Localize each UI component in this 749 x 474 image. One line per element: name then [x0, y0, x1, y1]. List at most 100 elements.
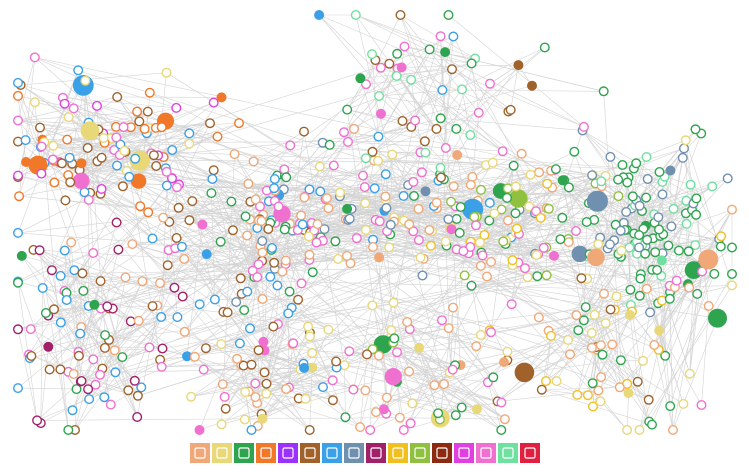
- node[interactable]: [242, 286, 253, 297]
- node[interactable]: [431, 123, 442, 134]
- node[interactable]: [572, 389, 583, 400]
- node[interactable]: [402, 317, 413, 328]
- node[interactable]: [40, 308, 51, 319]
- node[interactable]: [546, 330, 557, 341]
- node[interactable]: [112, 91, 123, 102]
- node[interactable]: [542, 178, 553, 189]
- node[interactable]: [12, 383, 24, 394]
- node[interactable]: [384, 242, 395, 253]
- node[interactable]: [319, 224, 330, 235]
- node[interactable]: [520, 263, 531, 274]
- node[interactable]: [634, 200, 645, 211]
- node[interactable]: [344, 346, 355, 357]
- node[interactable]: [100, 330, 111, 341]
- node[interactable]: [209, 294, 220, 305]
- node[interactable]: [12, 90, 24, 101]
- node[interactable]: [296, 210, 307, 221]
- node[interactable]: [656, 255, 667, 266]
- node[interactable]: [657, 189, 668, 200]
- node[interactable]: [129, 375, 140, 386]
- node[interactable]: [538, 242, 549, 253]
- node[interactable]: [605, 151, 616, 162]
- node[interactable]: [506, 299, 517, 310]
- node[interactable]: [37, 283, 48, 294]
- node[interactable]: [179, 326, 190, 337]
- node[interactable]: [142, 106, 153, 117]
- legend-item[interactable]: [454, 443, 474, 463]
- node[interactable]: [622, 425, 633, 436]
- node[interactable]: [604, 239, 615, 250]
- node[interactable]: [344, 213, 355, 224]
- node[interactable]: [571, 225, 582, 236]
- node[interactable]: [596, 372, 607, 383]
- node[interactable]: [595, 340, 606, 351]
- node[interactable]: [240, 211, 251, 222]
- node[interactable]: [194, 425, 205, 436]
- node[interactable]: [685, 179, 696, 190]
- node[interactable]: [380, 191, 391, 202]
- node[interactable]: [253, 259, 264, 270]
- node[interactable]: [59, 245, 70, 256]
- node[interactable]: [496, 397, 507, 408]
- node[interactable]: [376, 108, 387, 119]
- node[interactable]: [508, 160, 519, 171]
- node[interactable]: [261, 388, 272, 399]
- node[interactable]: [73, 172, 90, 190]
- node[interactable]: [83, 194, 94, 205]
- node[interactable]: [582, 390, 593, 401]
- node[interactable]: [691, 209, 702, 220]
- node[interactable]: [360, 385, 371, 396]
- node[interactable]: [679, 143, 690, 154]
- node[interactable]: [231, 297, 242, 308]
- node[interactable]: [232, 353, 243, 364]
- legend-swatch[interactable]: [432, 443, 452, 463]
- node[interactable]: [71, 384, 82, 395]
- node[interactable]: [615, 355, 626, 366]
- node[interactable]: [259, 367, 270, 378]
- node[interactable]: [351, 233, 362, 244]
- node[interactable]: [48, 140, 59, 151]
- node[interactable]: [300, 393, 311, 404]
- node[interactable]: [479, 229, 490, 240]
- node[interactable]: [654, 224, 665, 235]
- node[interactable]: [333, 253, 344, 264]
- node[interactable]: [135, 201, 146, 212]
- node[interactable]: [243, 178, 254, 189]
- node[interactable]: [80, 75, 91, 86]
- legend-swatch[interactable]: [498, 443, 518, 463]
- node[interactable]: [88, 247, 99, 258]
- node[interactable]: [361, 79, 372, 90]
- node[interactable]: [499, 357, 510, 368]
- node[interactable]: [660, 350, 671, 361]
- node[interactable]: [666, 221, 677, 232]
- node[interactable]: [161, 180, 172, 191]
- node[interactable]: [360, 198, 371, 209]
- node[interactable]: [82, 142, 93, 153]
- node[interactable]: [215, 236, 226, 247]
- node[interactable]: [117, 181, 128, 192]
- node[interactable]: [343, 136, 354, 147]
- legend-swatch[interactable]: [454, 443, 474, 463]
- node[interactable]: [127, 239, 138, 250]
- node[interactable]: [179, 253, 190, 264]
- node[interactable]: [634, 242, 645, 253]
- node[interactable]: [683, 246, 694, 257]
- node[interactable]: [551, 376, 562, 387]
- node[interactable]: [216, 92, 227, 103]
- node[interactable]: [563, 237, 574, 248]
- node[interactable]: [61, 295, 72, 306]
- legend-item[interactable]: [256, 443, 276, 463]
- node[interactable]: [235, 273, 246, 284]
- node[interactable]: [446, 196, 457, 207]
- node[interactable]: [312, 219, 323, 230]
- node[interactable]: [151, 160, 162, 171]
- node[interactable]: [429, 380, 440, 391]
- node[interactable]: [413, 234, 424, 245]
- node[interactable]: [26, 351, 37, 362]
- node[interactable]: [314, 161, 325, 172]
- node[interactable]: [139, 123, 150, 134]
- node[interactable]: [369, 183, 380, 194]
- node[interactable]: [407, 398, 418, 409]
- node[interactable]: [625, 310, 636, 321]
- node[interactable]: [420, 147, 431, 158]
